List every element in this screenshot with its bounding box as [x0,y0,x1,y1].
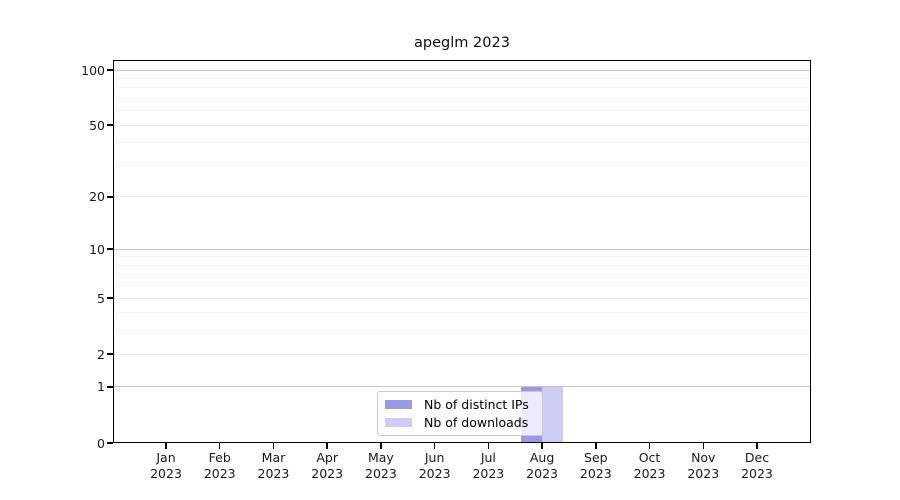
gridline-minor [113,312,811,314]
legend-item-nb-of-distinct-ips: Nb of distinct IPs [385,395,542,414]
x-tick-label-jan-2023: Jan 2023 [150,450,182,481]
x-tickmark-feb [218,443,221,449]
gridline-minor [113,87,811,89]
y-tick-label-50: 50 [89,117,105,133]
x-tick-label-nov-2023: Nov 2023 [687,450,720,481]
gridline-minor [113,142,811,144]
y-tickmark-20 [107,196,113,198]
x-tickmark-aug [541,443,543,449]
y-tickmark-0 [107,442,113,444]
legend-swatch-nb-of-distinct-ips [385,399,412,409]
gridline-minor [113,164,811,166]
x-tickmark-jan [165,443,167,449]
y-tick-label-2: 2 [97,346,105,362]
y-tickmark-50 [107,124,113,126]
x-tick-label-jun-2023: Jun 2023 [418,450,451,481]
x-tick-label-dec-2023: Dec 2023 [741,450,773,481]
gridline-minor [113,285,811,287]
gridline-minor [113,264,811,266]
y-tick-label-5: 5 [97,290,105,306]
x-tickmark-mar [272,443,275,449]
y-tickmark-10 [107,248,113,250]
x-tickmark-may [380,443,382,449]
legend: Nb of distinct IPs Nb of downloads [377,391,543,436]
x-tick-label-oct-2023: Oct 2023 [633,450,666,481]
legend-swatch-nb-of-downloads [385,418,412,428]
gridline-mid-50 [113,124,811,126]
x-tickmark-oct [648,443,651,449]
x-tickmark-nov [702,443,705,449]
x-tick-label-may-2023: May 2023 [365,450,397,481]
y-tick-label-1: 1 [97,379,105,395]
x-tickmark-sep [595,443,597,449]
gridline-minor [113,330,811,332]
x-tick-label-sep-2023: Sep 2023 [579,450,612,481]
gridline-major-1 [113,386,811,388]
x-tick-label-mar-2023: Mar 2023 [257,450,290,481]
gridline-mid-2 [113,353,811,355]
y-tick-label-100: 100 [81,62,105,78]
y-tick-label-0: 0 [97,435,105,451]
legend-label-nb-of-downloads: Nb of downloads [424,415,529,431]
x-tick-label-apr-2023: Apr 2023 [311,450,344,481]
x-tickmark-jun [433,443,436,449]
x-tickmark-apr [326,443,328,449]
y-tickmark-5 [107,297,113,299]
gridline-minor [113,97,811,99]
gridline-minor [113,110,811,112]
y-tickmark-2 [107,353,113,355]
x-tick-label-feb-2023: Feb 2023 [203,450,236,481]
y-tickmark-100 [107,69,113,71]
y-tickmark-1 [107,386,113,388]
y-tick-label-10: 10 [89,241,105,257]
x-tick-label-jul-2023: Jul 2023 [472,450,505,481]
gridline-minor [113,77,811,79]
x-tickmark-dec [756,443,758,449]
gridline-mid-20 [113,196,811,198]
gridline-mid-5 [113,297,811,299]
bar-nb-of-downloads-aug-2023 [542,386,564,443]
gridline-major-100 [113,69,811,71]
y-tick-label-20: 20 [89,189,105,205]
gridline-major-10 [113,248,811,250]
x-tick-label-aug-2023: Aug 2023 [526,450,558,481]
legend-item-nb-of-downloads: Nb of downloads [385,414,542,433]
legend-label-nb-of-distinct-ips: Nb of distinct IPs [424,396,529,412]
chart-title: apeglm 2023 [414,35,510,51]
gridline-minor [113,274,811,276]
gridline-minor [113,256,811,258]
x-tickmark-jul [487,443,490,449]
